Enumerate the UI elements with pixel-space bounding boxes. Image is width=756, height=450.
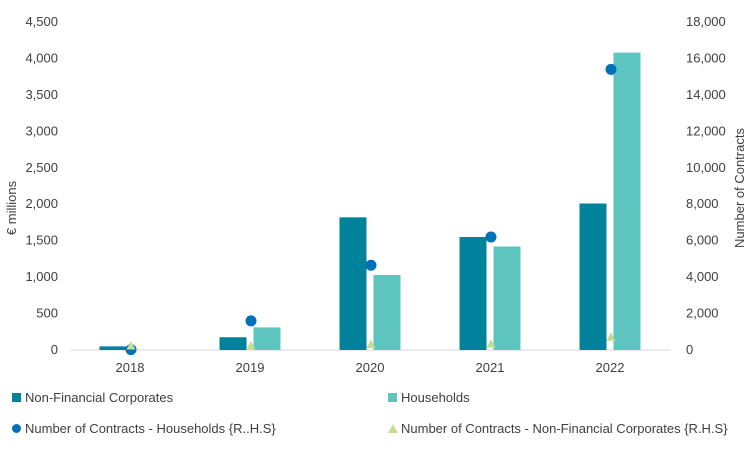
right-tick-label: 4,000 — [686, 269, 719, 284]
x-tick-label: 2019 — [236, 360, 265, 375]
legend-item-contracts-households: Number of Contracts - Households {R..H.S… — [12, 421, 276, 436]
right-tick-label: 18,000 — [686, 14, 726, 29]
x-axis-ticks: 2018 2019 2020 2021 2022 — [116, 360, 625, 375]
bar-households — [253, 327, 281, 350]
right-tick-label: 0 — [686, 342, 693, 357]
bar-households — [373, 274, 401, 350]
legend-item-households: Households — [388, 390, 470, 405]
left-tick-label: 0 — [51, 342, 58, 357]
point-contracts-nfc — [486, 338, 496, 348]
bar-non-financial-corporates — [99, 346, 127, 350]
bars — [99, 52, 641, 350]
point-contracts-nfc — [126, 341, 136, 350]
left-tick-label: 500 — [36, 306, 58, 321]
left-tick-label: 2,500 — [25, 160, 58, 175]
bar-non-financial-corporates — [219, 337, 247, 350]
point-contracts-households — [605, 63, 617, 75]
bar-households — [493, 246, 521, 350]
bar-non-financial-corporates — [459, 237, 487, 350]
legend-swatch-nfc — [12, 393, 21, 402]
point-contracts-households — [365, 259, 377, 271]
legend-swatch-contracts-households — [12, 424, 21, 433]
x-tick-label: 2022 — [596, 360, 625, 375]
legend-item-contracts-nfc: Number of Contracts - Non-Financial Corp… — [388, 421, 728, 436]
legend-swatch-contracts-nfc — [388, 424, 398, 433]
left-tick-label: 4,000 — [25, 50, 58, 65]
bar-households — [613, 52, 641, 350]
legend-swatch-households — [388, 393, 397, 402]
left-tick-label: 3,000 — [25, 123, 58, 138]
legend-label-contracts-nfc: Number of Contracts - Non-Financial Corp… — [401, 421, 728, 436]
right-tick-label: 2,000 — [686, 306, 719, 321]
left-tick-label: 4,500 — [25, 14, 58, 29]
x-tick-label: 2018 — [116, 360, 145, 375]
legend-label-contracts-households: Number of Contracts - Households {R..H.S… — [25, 421, 276, 436]
left-axis-ticks: 0 500 1,000 1,500 2,000 2,500 3,000 3,500 4,000 4… — [25, 14, 58, 357]
left-tick-label: 3,500 — [25, 87, 58, 102]
right-tick-label: 14,000 — [686, 87, 726, 102]
legend-label-nfc: Non-Financial Corporates — [25, 390, 174, 405]
legend-item-non-financial-corporates: Non-Financial Corporates — [12, 390, 173, 405]
legend-label-households: Households — [401, 390, 470, 405]
right-tick-label: 16,000 — [686, 50, 726, 65]
left-tick-label: 1,500 — [25, 233, 58, 248]
point-contracts-households — [245, 315, 257, 327]
right-tick-label: 8,000 — [686, 196, 719, 211]
markers — [125, 63, 617, 356]
point-contracts-households — [485, 231, 497, 243]
right-tick-label: 10,000 — [686, 160, 726, 175]
right-axis-title: Number of Contracts — [732, 128, 747, 248]
left-tick-label: 1,000 — [25, 269, 58, 284]
x-tick-label: 2020 — [356, 360, 385, 375]
bar-non-financial-corporates — [579, 203, 607, 350]
right-tick-label: 12,000 — [686, 123, 726, 138]
right-axis-ticks: 0 2,000 4,000 6,000 8,000 10,000 12,000 14,000 1… — [686, 14, 726, 357]
point-contracts-nfc — [366, 339, 376, 349]
right-tick-label: 6,000 — [686, 233, 719, 248]
point-contracts-nfc — [246, 341, 256, 350]
point-contracts-nfc — [606, 332, 616, 341]
bar-non-financial-corporates — [339, 217, 367, 350]
left-tick-label: 2,000 — [25, 196, 58, 211]
left-axis-title: € millions — [4, 180, 19, 235]
x-tick-label: 2021 — [476, 360, 505, 375]
